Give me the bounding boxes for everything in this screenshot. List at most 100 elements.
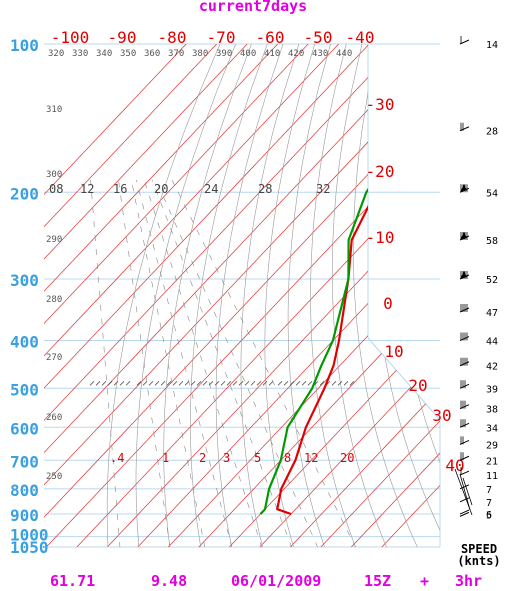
theta-label-320: 320	[48, 49, 64, 59]
isotherm--160	[44, 44, 187, 547]
hatch-mark	[89, 381, 95, 386]
wind-speed-150: 28	[486, 127, 498, 138]
footer-plus: +	[420, 572, 430, 590]
dry-adiabat-340	[353, 44, 418, 547]
mixing-ratio-lines	[90, 179, 357, 547]
footer-date: 06/01/2009	[231, 572, 322, 590]
mixing-label-top-32: 32	[316, 182, 330, 196]
wind-speed-650: 29	[486, 440, 498, 451]
speed-label-line2: (knts)	[457, 554, 501, 568]
theta-label-290: 290	[46, 235, 62, 245]
temp-label-40: 40	[445, 456, 464, 475]
pressure-label-300: 300	[10, 271, 39, 290]
mixing-label-bottom-3: 3	[223, 451, 230, 465]
isotherm-lines	[44, 44, 440, 547]
wind-barb-100	[459, 39, 470, 45]
temp-label--50: -50	[304, 28, 333, 47]
wind-barb-550	[459, 404, 470, 410]
hatch-mark	[184, 381, 190, 386]
wind-speed-800: 7	[486, 485, 492, 496]
mixing-label-top-20: 20	[154, 182, 168, 196]
theta-label-300: 300	[46, 170, 62, 180]
wind-speed-350: 47	[486, 308, 498, 319]
mixing-label-top-16: 16	[113, 182, 127, 196]
temp-label-0: 0	[383, 294, 393, 313]
mixing-label-top-08: 08	[49, 182, 63, 196]
wind-speed-750: 11	[486, 471, 498, 482]
isotherm--80	[44, 44, 431, 547]
hatch-mark	[277, 381, 283, 386]
isotherm--40	[76, 44, 440, 547]
footer-value-1: 61.71	[50, 572, 96, 590]
hatch-mark	[160, 381, 166, 386]
wind-barb-150	[459, 126, 470, 132]
temp-label-10: 10	[384, 342, 403, 361]
wind-barb-350	[459, 307, 470, 313]
pressure-label-1050: 1050	[10, 538, 49, 557]
pressure-grid	[44, 43, 441, 548]
dry-adiabat-280	[215, 44, 284, 547]
wind-speed-300: 52	[486, 275, 498, 286]
theta-label-340: 340	[96, 49, 112, 59]
hatch-mark	[268, 381, 274, 386]
mixing-label-bottom-2: 2	[199, 451, 206, 465]
wind-speed-910: 5	[486, 510, 492, 521]
hatch-mark	[295, 381, 301, 386]
dry-adiabat-320	[310, 44, 356, 547]
hatch-mark	[337, 381, 343, 386]
hatch-mark	[202, 381, 208, 386]
hatch-mark	[232, 381, 238, 386]
speed-label: SPEED (knts)	[452, 543, 506, 567]
pressure-label-100: 100	[10, 36, 39, 55]
isotherm--90	[44, 44, 400, 547]
wind-speed-600: 34	[486, 423, 498, 434]
mixing-label-top-12: 12	[80, 182, 94, 196]
hatch-mark	[172, 381, 178, 386]
isotherm--150	[44, 44, 217, 547]
mixing-label-bottom-1: 1	[162, 451, 169, 465]
temp-label-20: 20	[408, 376, 427, 395]
theta-label-330: 330	[72, 49, 88, 59]
wind-barb-700	[459, 455, 470, 461]
isotherm--120	[44, 44, 309, 547]
hatch-mark	[262, 381, 268, 386]
isotherm--100	[44, 44, 370, 547]
axis-labels: 10020030040050060070080090010001050-100-…	[10, 28, 465, 557]
theta-label-310: 310	[46, 105, 62, 115]
hatch-mark	[107, 381, 113, 386]
wind-low-line-2	[462, 477, 473, 506]
wind-speed-250: 58	[486, 236, 498, 247]
temp-label--10: -10	[366, 228, 395, 247]
hatch-mark	[349, 381, 355, 386]
hatch-mark	[136, 381, 142, 386]
mixing-ratio-line-7	[171, 179, 357, 547]
temp-label--60: -60	[256, 28, 285, 47]
hatch-mark	[119, 381, 125, 386]
mixing-ratio-line-3	[136, 179, 233, 547]
pressure-label-1000: 1000	[10, 526, 49, 545]
dry-adiabat-330	[332, 44, 387, 547]
footer-forecast: 3hr	[455, 572, 483, 590]
pressure-label-900: 900	[10, 506, 39, 525]
wind-low-line-1	[459, 473, 471, 511]
hatch-mark	[220, 381, 226, 386]
wind-barb-900	[459, 509, 470, 515]
pressure-label-800: 800	[10, 481, 39, 500]
temp-label--80: -80	[158, 28, 187, 47]
wind-barb-400	[459, 336, 470, 342]
wind-barb-800	[459, 484, 470, 490]
mixing-ratio-line-0	[90, 179, 121, 547]
mixing-label-bottom-4: 5	[254, 451, 261, 465]
theta-label-440: 440	[336, 49, 352, 59]
dry-adiabat-250	[135, 44, 236, 547]
temp-label--100: -100	[51, 28, 90, 47]
isotherm-20	[259, 44, 440, 547]
theta-label-360: 360	[144, 49, 160, 59]
mixing-ratio-line-2	[131, 179, 206, 547]
hatch-mark	[178, 381, 184, 386]
hatch-mark	[283, 381, 289, 386]
theta-label-350: 350	[120, 49, 136, 59]
hatch-mark	[208, 381, 214, 386]
theta-label-260: 260	[46, 413, 62, 423]
